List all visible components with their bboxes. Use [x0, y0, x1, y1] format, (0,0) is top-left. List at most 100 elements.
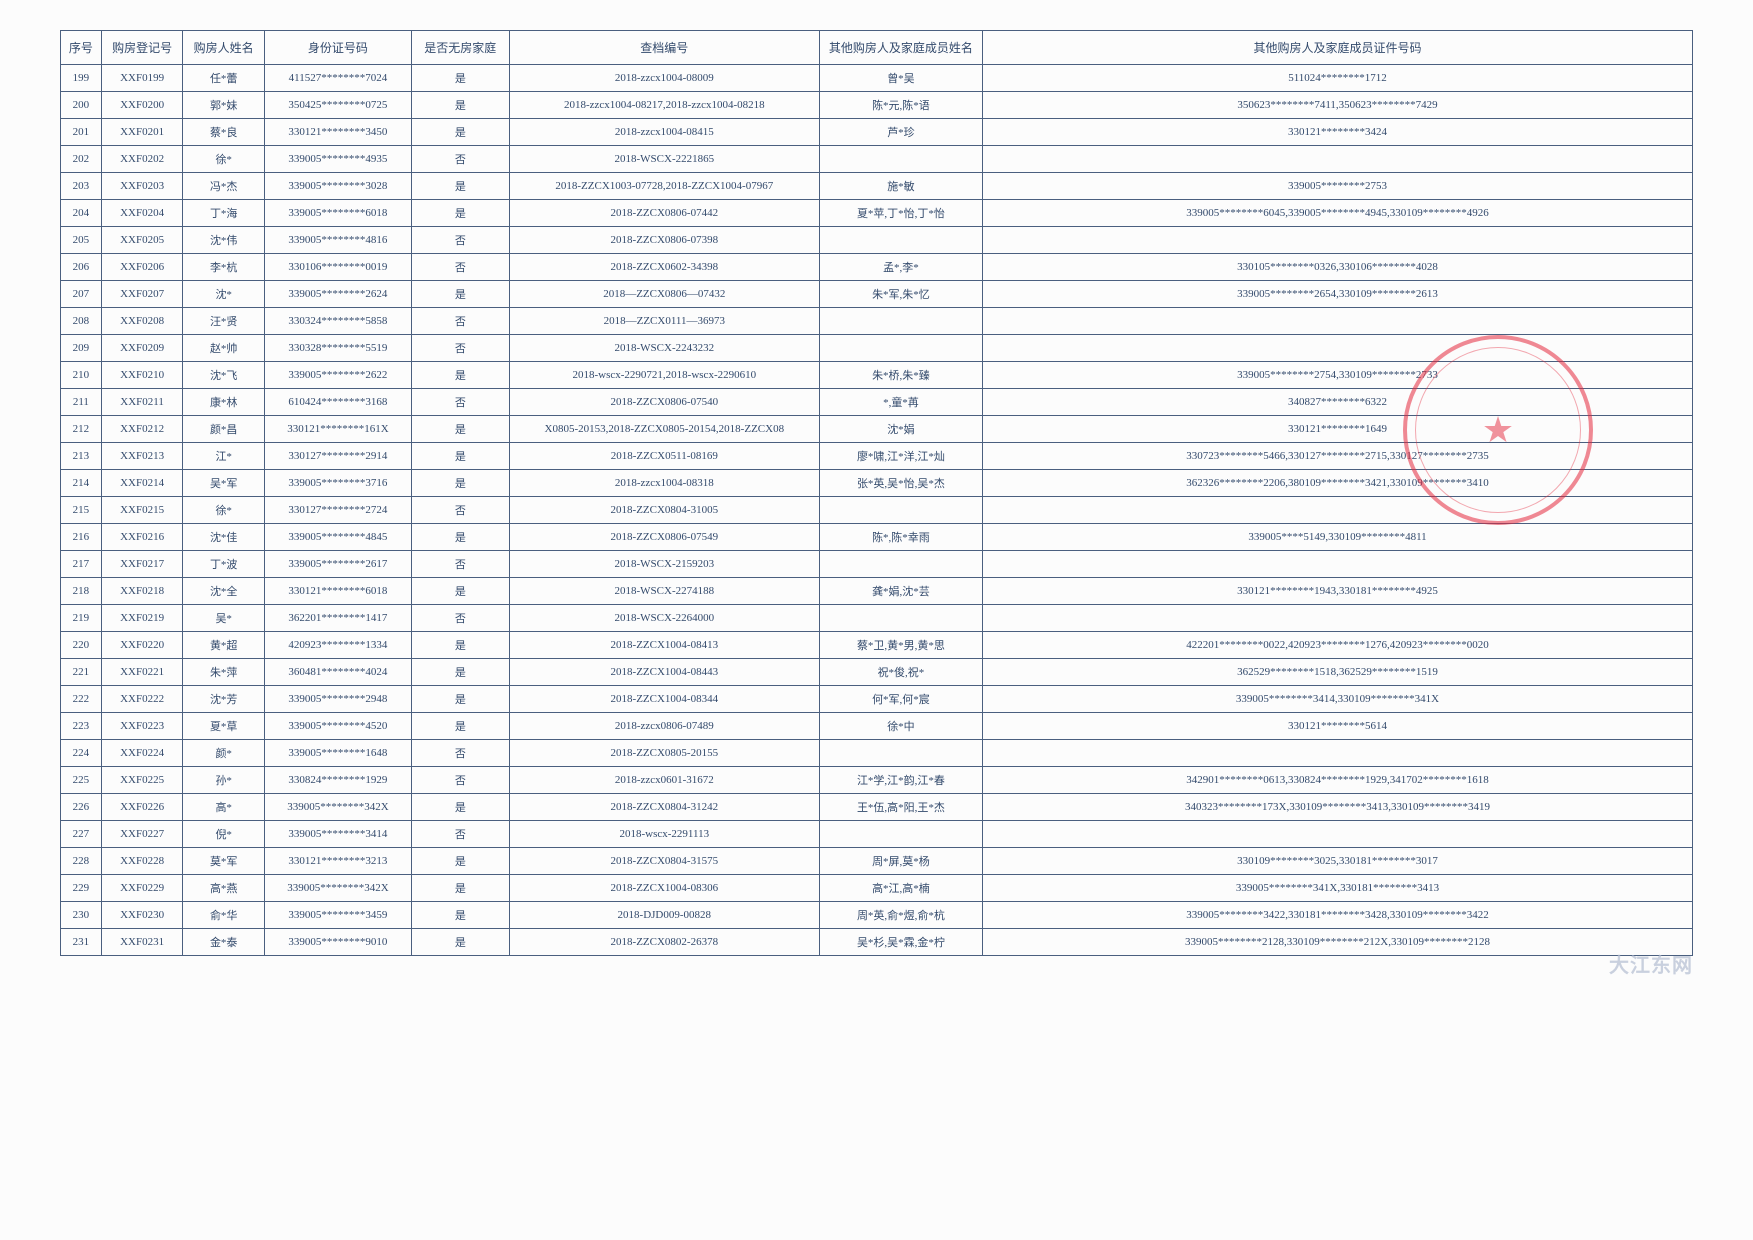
cell-archive: 2018-zzcx1004-08415: [509, 119, 819, 146]
cell-family: 孟*,李*: [819, 254, 982, 281]
cell-reg: XXF0207: [101, 281, 183, 308]
cell-reg: XXF0230: [101, 902, 183, 929]
cell-archive: 2018-ZZCX0806-07549: [509, 524, 819, 551]
cell-name: 郭*妹: [183, 92, 265, 119]
cell-family_id: 362529********1518,362529********1519: [983, 659, 1693, 686]
cell-nohouse: 是: [411, 902, 509, 929]
cell-archive: 2018-WSCX-2221865: [509, 146, 819, 173]
cell-reg: XXF0209: [101, 335, 183, 362]
table-row: 201XXF0201蔡*良330121********3450是2018-zzc…: [61, 119, 1693, 146]
cell-name: 沈*佳: [183, 524, 265, 551]
cell-reg: XXF0211: [101, 389, 183, 416]
cell-family_id: 422201********0022,420923********1276,42…: [983, 632, 1693, 659]
cell-family: 蔡*卫,黄*男,黄*思: [819, 632, 982, 659]
cell-archive: 2018-WSCX-2264000: [509, 605, 819, 632]
cell-reg: XXF0229: [101, 875, 183, 902]
cell-name: 俞*华: [183, 902, 265, 929]
cell-name: 徐*: [183, 497, 265, 524]
cell-id: 339005********6018: [264, 200, 411, 227]
cell-name: 孙*: [183, 767, 265, 794]
cell-id: 339005********1648: [264, 740, 411, 767]
cell-reg: XXF0231: [101, 929, 183, 956]
cell-seq: 219: [61, 605, 102, 632]
cell-name: 朱*萍: [183, 659, 265, 686]
cell-name: 吴*: [183, 605, 265, 632]
cell-reg: XXF0220: [101, 632, 183, 659]
cell-seq: 213: [61, 443, 102, 470]
cell-name: 赵*帅: [183, 335, 265, 362]
cell-nohouse: 是: [411, 173, 509, 200]
table-row: 208XXF0208汪*贤330324********5858否2018—ZZC…: [61, 308, 1693, 335]
cell-family_id: 330121********3424: [983, 119, 1693, 146]
cell-name: 徐*: [183, 146, 265, 173]
cell-family_id: 339005********2128,330109********212X,33…: [983, 929, 1693, 956]
cell-reg: XXF0210: [101, 362, 183, 389]
cell-family: 周*英,俞*煜,俞*杭: [819, 902, 982, 929]
cell-archive: 2018-ZZCX0511-08169: [509, 443, 819, 470]
cell-family: 陈*元,陈*语: [819, 92, 982, 119]
cell-archive: 2018-wscx-2291113: [509, 821, 819, 848]
cell-nohouse: 否: [411, 497, 509, 524]
table-row: 211XXF0211康*林610424********3168否2018-ZZC…: [61, 389, 1693, 416]
cell-seq: 208: [61, 308, 102, 335]
cell-name: 丁*波: [183, 551, 265, 578]
cell-reg: XXF0227: [101, 821, 183, 848]
cell-id: 339005********3028: [264, 173, 411, 200]
cell-family: [819, 821, 982, 848]
cell-nohouse: 是: [411, 659, 509, 686]
cell-nohouse: 是: [411, 200, 509, 227]
cell-id: 339005********3716: [264, 470, 411, 497]
cell-archive: 2018-ZZCX0806-07398: [509, 227, 819, 254]
table-row: 229XXF0229高*燕339005********342X是2018-ZZC…: [61, 875, 1693, 902]
cell-seq: 216: [61, 524, 102, 551]
cell-reg: XXF0218: [101, 578, 183, 605]
cell-archive: 2018-ZZCX1004-08306: [509, 875, 819, 902]
cell-archive: 2018-ZZCX0602-34398: [509, 254, 819, 281]
cell-family_id: 339005********3414,330109********341X: [983, 686, 1693, 713]
cell-nohouse: 否: [411, 254, 509, 281]
cell-id: 339005********4845: [264, 524, 411, 551]
cell-family_id: [983, 335, 1693, 362]
cell-nohouse: 是: [411, 92, 509, 119]
col-seq: 序号: [61, 31, 102, 65]
cell-archive: 2018-ZZCX1003-07728,2018-ZZCX1004-07967: [509, 173, 819, 200]
table-row: 214XXF0214吴*军339005********3716是2018-zzc…: [61, 470, 1693, 497]
cell-seq: 224: [61, 740, 102, 767]
cell-seq: 199: [61, 65, 102, 92]
cell-seq: 218: [61, 578, 102, 605]
cell-seq: 202: [61, 146, 102, 173]
table-row: 222XXF0222沈*芳339005********2948是2018-ZZC…: [61, 686, 1693, 713]
cell-seq: 204: [61, 200, 102, 227]
cell-family_id: 330121********5614: [983, 713, 1693, 740]
cell-reg: XXF0212: [101, 416, 183, 443]
cell-nohouse: 是: [411, 632, 509, 659]
cell-id: 330324********5858: [264, 308, 411, 335]
cell-seq: 210: [61, 362, 102, 389]
cell-family: 江*学,江*韵,江*春: [819, 767, 982, 794]
cell-reg: XXF0226: [101, 794, 183, 821]
cell-seq: 223: [61, 713, 102, 740]
cell-reg: XXF0228: [101, 848, 183, 875]
table-row: 224XXF0224颜*339005********1648否2018-ZZCX…: [61, 740, 1693, 767]
cell-family: [819, 227, 982, 254]
cell-family: [819, 497, 982, 524]
cell-seq: 214: [61, 470, 102, 497]
cell-family_id: [983, 146, 1693, 173]
cell-name: 蔡*良: [183, 119, 265, 146]
cell-seq: 221: [61, 659, 102, 686]
cell-name: 高*: [183, 794, 265, 821]
cell-name: 沈*飞: [183, 362, 265, 389]
cell-id: 330106********0019: [264, 254, 411, 281]
cell-seq: 226: [61, 794, 102, 821]
cell-family: *,童*苒: [819, 389, 982, 416]
cell-family_id: [983, 308, 1693, 335]
cell-id: 350425********0725: [264, 92, 411, 119]
table-row: 210XXF0210沈*飞339005********2622是2018-wsc…: [61, 362, 1693, 389]
cell-family: 张*英,吴*怡,吴*杰: [819, 470, 982, 497]
cell-id: 339005********2948: [264, 686, 411, 713]
cell-reg: XXF0221: [101, 659, 183, 686]
cell-family: 高*江,高*楠: [819, 875, 982, 902]
cell-name: 沈*: [183, 281, 265, 308]
cell-family_id: 340323********173X,330109********3413,33…: [983, 794, 1693, 821]
cell-family_id: 330105********0326,330106********4028: [983, 254, 1693, 281]
